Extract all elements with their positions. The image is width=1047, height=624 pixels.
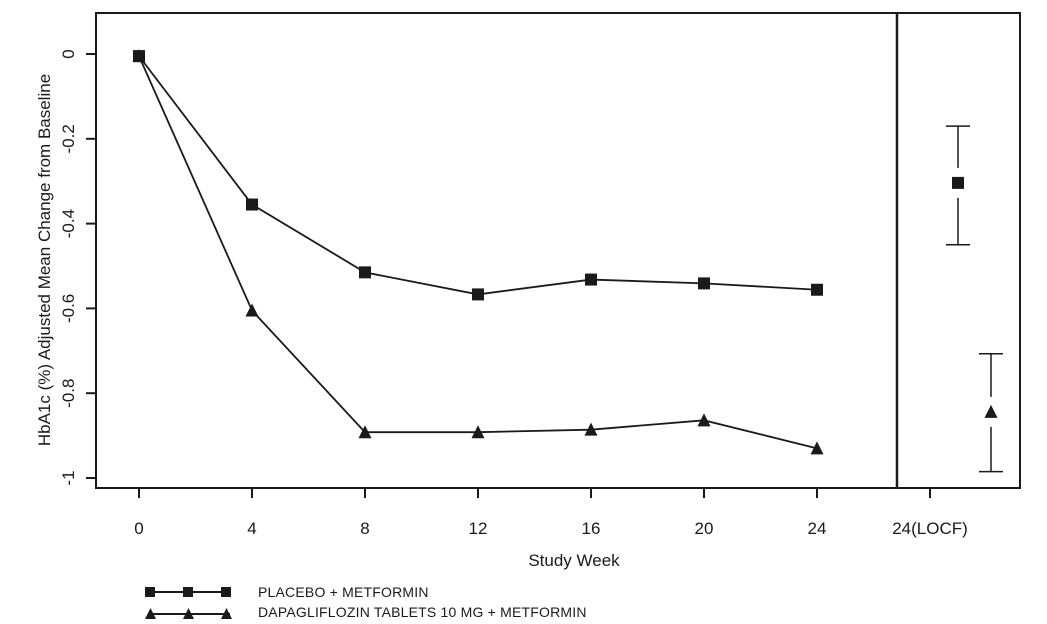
x-axis-label: Study Week [528,551,620,570]
square-marker [472,288,484,301]
y-axis-label: HbA1c (%) Adjusted Mean Change from Base… [35,74,54,446]
x-tick-label: 24(LOCF) [892,519,968,538]
x-tick-label: 8 [360,519,369,538]
triangle-marker [132,49,146,63]
locf-square-marker [952,176,964,189]
x-tick-label: 4 [247,519,256,538]
legend-label-placebo: PLACEBO + METFORMIN [258,584,429,600]
triangle-marker [810,441,824,455]
triangle-marker-line-icon [145,608,232,619]
triangle-marker [584,422,598,436]
triangle-marker [245,303,259,317]
plot-frame [95,12,1021,489]
x-tick-label: 20 [695,519,714,538]
square-marker [359,266,371,279]
y-tick-label: -0.2 [59,124,78,153]
y-tick-label: 0 [59,49,78,58]
square-marker [811,283,823,296]
square-marker [698,277,710,290]
x-tick-label: 16 [582,519,601,538]
series-line-placebo [138,55,818,296]
square-marker-line-icon [145,587,231,597]
locf-triangle-marker [984,404,998,418]
y-tick-label: -0.4 [59,209,78,238]
y-tick-label: -0.6 [59,294,78,323]
triangle-marker [471,425,485,439]
x-tick-label: 12 [469,519,488,538]
triangle-marker [697,413,711,427]
triangle-marker [358,425,372,439]
x-tick-label: 24 [808,519,827,538]
square-marker [585,273,597,286]
series-line-dapagliflozin [138,55,818,450]
square-marker [246,198,258,211]
legend: PLACEBO + METFORMIN DAPAGLIFLOZIN TABLET… [145,582,587,622]
y-tick-label: -0.8 [59,379,78,408]
legend-item-dapagliflozin: DAPAGLIFLOZIN TABLETS 10 MG + METFORMIN [145,602,587,622]
chart-plot: HbA1c (%) Adjusted Mean Change from Base… [35,12,1021,570]
x-tick-label: 0 [134,519,143,538]
legend-item-placebo: PLACEBO + METFORMIN [145,582,587,602]
y-tick-label: -1 [59,470,78,485]
legend-label-dapagliflozin: DAPAGLIFLOZIN TABLETS 10 MG + METFORMIN [258,604,587,620]
